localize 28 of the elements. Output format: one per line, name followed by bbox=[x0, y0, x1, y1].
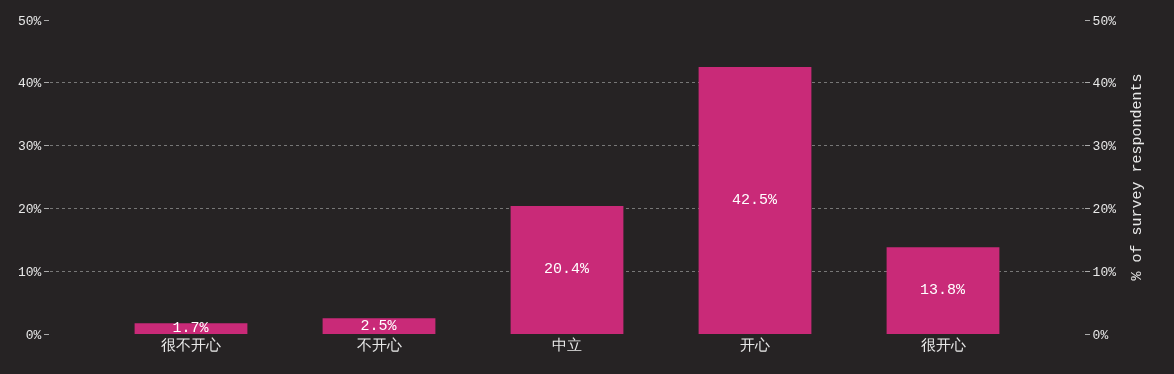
x-tick-label: 中立 bbox=[552, 337, 582, 355]
y2-axis-title: % of survey respondents bbox=[1129, 73, 1147, 281]
x-tick-label: 很开心 bbox=[920, 337, 966, 355]
x-tick-label: 很不开心 bbox=[161, 337, 221, 355]
y-tick-label: 40% bbox=[17, 76, 42, 92]
y-tick-label: 50% bbox=[17, 13, 42, 29]
bar bbox=[322, 318, 436, 334]
bar bbox=[510, 205, 624, 334]
y-tick-label: 20% bbox=[17, 201, 42, 217]
bar bbox=[698, 67, 812, 334]
data-label: 20.4% bbox=[544, 261, 590, 279]
y2-tick-label: 50% bbox=[1092, 13, 1117, 29]
y2-tick-label: 20% bbox=[1092, 201, 1117, 217]
data-label: 13.8% bbox=[920, 282, 966, 300]
y2-tick-label: 10% bbox=[1092, 264, 1117, 280]
y-tick-label: 30% bbox=[17, 139, 42, 155]
y2-tick-label: 0% bbox=[1092, 327, 1109, 343]
bar bbox=[886, 247, 1000, 334]
y-tick-label: 0% bbox=[25, 327, 42, 343]
x-tick-label: 不开心 bbox=[356, 337, 402, 355]
y-tick-label: 10% bbox=[17, 264, 42, 280]
data-label: 2.5% bbox=[360, 317, 398, 335]
y2-tick-label: 30% bbox=[1092, 139, 1117, 155]
data-label: 42.5% bbox=[732, 192, 778, 210]
y2-tick-label: 40% bbox=[1092, 76, 1117, 92]
x-tick-label: 开心 bbox=[740, 337, 770, 355]
bar bbox=[134, 323, 248, 334]
data-label: 1.7% bbox=[172, 320, 210, 338]
